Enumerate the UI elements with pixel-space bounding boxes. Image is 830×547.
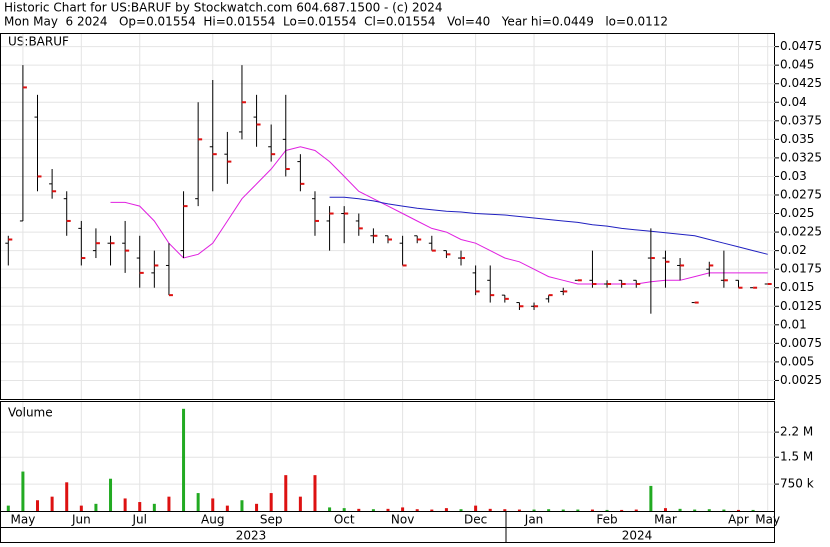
y2-tick-label: 2.2 M [780, 425, 813, 439]
y-tick-label: 0.0425 [780, 76, 822, 90]
x-tick-label: Feb [596, 513, 617, 527]
volume-bar [576, 510, 579, 511]
volume-bar [51, 497, 54, 511]
volume-bar [357, 509, 360, 511]
volume-bar [197, 493, 200, 511]
volume-bar [708, 509, 711, 511]
y-tick-label: 0.015 [780, 280, 814, 294]
y-tick-label: 0.01 [780, 317, 807, 331]
y-tick-label: 0.0475 [780, 39, 822, 53]
volume-bar [430, 510, 433, 511]
volume-bar [109, 479, 112, 511]
x-tick-label: Jun [71, 513, 91, 527]
y2-tick-label: 750 k [780, 477, 814, 491]
y-tick-label: 0.04 [780, 95, 807, 109]
volume-bar [460, 509, 463, 511]
volume-label: Volume [8, 406, 53, 420]
volume-bar [372, 509, 375, 511]
y-tick-label: 0.0225 [780, 225, 822, 239]
volume-bar [503, 509, 506, 511]
x-tick-label: Jan [524, 513, 544, 527]
volume-bar [664, 508, 667, 511]
volume-bar [7, 506, 10, 511]
volume-bar [518, 510, 521, 511]
chart-title: Historic Chart for US:BARUF by Stockwatc… [4, 1, 443, 15]
x-tick-label: Dec [464, 513, 487, 527]
volume-bar [606, 510, 609, 511]
x-tick-label: Apr [728, 513, 749, 527]
year-axis [1, 528, 775, 543]
year-label: 2024 [622, 529, 653, 543]
y-tick-label: 0.045 [780, 58, 814, 72]
y-tick-label: 0.03 [780, 169, 807, 183]
volume-bar [635, 510, 638, 511]
y-tick-label: 0.0125 [780, 299, 822, 313]
volume-bar [737, 510, 740, 511]
volume-bar [167, 497, 170, 511]
volume-bar [649, 486, 652, 511]
year-label: 2023 [236, 529, 267, 543]
volume-bar [80, 506, 83, 511]
x-tick-label: Jul [131, 513, 146, 527]
volume-bar [722, 510, 725, 511]
volume-bar [416, 509, 419, 511]
volume-bar [533, 510, 536, 511]
volume-bar [387, 509, 390, 511]
chart-subtitle: Mon May 6 2024 Op=0.01554 Hi=0.01554 Lo=… [4, 15, 668, 29]
x-tick-label: May [10, 513, 35, 527]
y-tick-label: 0.035 [780, 132, 814, 146]
price-frame [1, 34, 775, 400]
x-tick-label: Sep [260, 513, 283, 527]
y-tick-label: 0.005 [780, 354, 814, 368]
volume-bar [693, 510, 696, 511]
volume-bar [255, 504, 258, 511]
y-tick-label: 0.0075 [780, 336, 822, 350]
volume-bar [562, 510, 565, 511]
volume-bar [284, 475, 287, 511]
volume-bar [36, 500, 39, 511]
moving-average [330, 197, 768, 254]
volume-bar [65, 482, 68, 511]
y-tick-label: 0.025 [780, 206, 814, 220]
volume-bar [21, 472, 24, 511]
x-tick-label: May [755, 513, 780, 527]
volume-bar [547, 509, 550, 511]
volume-bar [679, 509, 682, 511]
x-tick-label: Oct [334, 513, 355, 527]
volume-bar [138, 502, 141, 511]
volume-bar [270, 493, 273, 511]
volume-bar [328, 507, 331, 511]
x-tick-label: Mar [654, 513, 677, 527]
volume-bar [299, 497, 302, 511]
volume-bar [124, 498, 127, 511]
y-tick-label: 0.0025 [780, 373, 822, 387]
volume-bar [343, 508, 346, 511]
y-tick-label: 0.02 [780, 243, 807, 257]
y-tick-label: 0.0375 [780, 113, 822, 127]
volume-bar [211, 498, 214, 511]
y-tick-label: 0.0325 [780, 150, 822, 164]
volume-bar [489, 509, 492, 511]
volume-bar [752, 510, 755, 511]
volume-bar [182, 409, 185, 511]
y2-tick-label: 1.5 M [780, 450, 813, 464]
volume-bar [153, 504, 156, 511]
volume-bar [474, 506, 477, 511]
moving-average [111, 147, 768, 284]
volume-bar [226, 506, 229, 511]
y-tick-label: 0.0175 [780, 262, 822, 276]
x-tick-label: Nov [391, 513, 414, 527]
volume-bar [591, 510, 594, 511]
volume-bar [445, 508, 448, 511]
x-tick-label: Aug [201, 513, 224, 527]
volume-bar [401, 507, 404, 511]
volume-bar [94, 504, 97, 511]
volume-frame [1, 402, 775, 512]
volume-bar [313, 475, 316, 511]
volume-bar [620, 510, 623, 511]
y-tick-label: 0.0275 [780, 187, 822, 201]
volume-bar [240, 500, 243, 511]
